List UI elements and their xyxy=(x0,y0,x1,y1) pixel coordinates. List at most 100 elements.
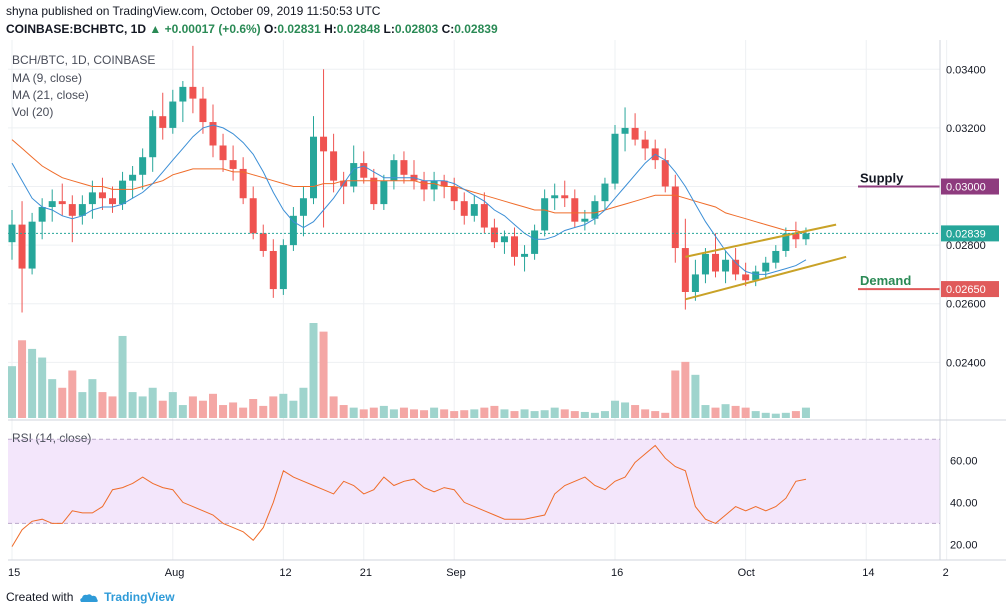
symbol: COINBASE:BCHBTC, 1D xyxy=(6,22,147,36)
volume-bar xyxy=(470,409,479,418)
volume-bar xyxy=(329,396,338,418)
volume-bar xyxy=(480,407,489,418)
rsi-tick-label: 20.00 xyxy=(950,539,978,551)
high-label: H: xyxy=(324,22,337,36)
volume-bar xyxy=(78,392,87,418)
y-tick-label: 0.02400 xyxy=(946,357,986,369)
volume-bar xyxy=(801,407,810,418)
volume-bar xyxy=(309,323,318,418)
ma9-line xyxy=(11,124,807,275)
volume-bar xyxy=(8,366,16,418)
volume-bar xyxy=(450,411,459,418)
candle-body xyxy=(531,230,539,254)
candle-body xyxy=(48,201,56,208)
volume-bar xyxy=(651,411,660,418)
candle-body xyxy=(109,198,116,205)
candle-body xyxy=(521,253,529,257)
candle-body xyxy=(380,180,388,205)
candle-body xyxy=(199,98,207,123)
demand-value-bg xyxy=(941,281,999,298)
low-label: L: xyxy=(383,22,395,36)
volume-bar xyxy=(289,400,298,418)
axes xyxy=(8,40,1006,561)
candle-body xyxy=(671,186,679,249)
candles xyxy=(8,45,810,313)
candle-body xyxy=(691,274,699,292)
candle-body xyxy=(571,198,579,222)
candle-body xyxy=(68,204,76,216)
candle-body xyxy=(390,160,398,181)
x-tick-label: 14 xyxy=(862,567,874,579)
candle-body xyxy=(742,274,750,281)
y-tick-label: 0.03400 xyxy=(946,64,986,76)
close-value: 0.02839 xyxy=(454,22,498,36)
volume-bar xyxy=(198,400,207,418)
candle-body xyxy=(370,177,378,205)
candle-body xyxy=(98,192,106,199)
candle-body xyxy=(581,218,589,222)
volume-bar xyxy=(791,411,800,418)
volume-bar xyxy=(771,413,780,418)
volume-bar xyxy=(490,405,499,418)
candle-body xyxy=(179,86,187,102)
candle-body xyxy=(641,139,649,149)
volume-bar xyxy=(631,405,640,418)
channel-lower-line xyxy=(685,255,847,301)
volume-bar xyxy=(440,409,449,418)
footer-created: Created with xyxy=(6,590,74,604)
last-price-value-bg xyxy=(941,225,999,242)
supply-value-bg xyxy=(941,178,999,195)
candle-body xyxy=(792,233,800,240)
demand-label: Demand xyxy=(860,273,911,288)
candle-body xyxy=(712,253,719,272)
candle-body xyxy=(601,183,609,202)
volume-bar xyxy=(580,411,589,418)
y-tick-label: 0.02600 xyxy=(946,299,986,311)
volume-bar xyxy=(410,409,418,418)
rsi-tick-label: 40.00 xyxy=(950,497,978,509)
volume-bar xyxy=(641,409,650,418)
candle-body xyxy=(259,233,267,251)
footer-brand[interactable]: TradingView xyxy=(104,590,175,604)
channel-upper-line xyxy=(685,223,837,258)
volume-bar xyxy=(118,335,127,418)
volume-bar xyxy=(239,407,248,418)
volume-bar xyxy=(510,411,519,418)
legend-ma21: MA (21, close) xyxy=(12,88,89,102)
candle-body xyxy=(209,122,217,146)
candle-body xyxy=(38,207,46,222)
volume-bar xyxy=(379,405,388,418)
volume-bar xyxy=(349,407,358,418)
candle-body xyxy=(28,221,36,269)
candle-body xyxy=(129,174,137,181)
candle-body xyxy=(219,145,227,161)
candle-body xyxy=(350,163,358,187)
volume-bar xyxy=(600,411,609,418)
volume-bar xyxy=(661,412,670,418)
candle-body xyxy=(511,236,518,257)
supply-value: 0.03000 xyxy=(946,182,986,194)
volume-bar xyxy=(168,392,177,418)
volume-bar xyxy=(229,402,238,418)
volume-bar xyxy=(731,405,740,418)
y-tick-label: 0.03200 xyxy=(946,123,986,135)
volume-bar xyxy=(701,405,710,418)
candle-body xyxy=(631,127,639,140)
candle-body xyxy=(772,250,780,263)
candle-body xyxy=(249,198,257,234)
candle-body xyxy=(802,233,810,240)
candle-body xyxy=(58,201,66,205)
volume-bar xyxy=(188,396,197,418)
volume-bar xyxy=(781,412,790,418)
price-chart[interactable]: 0.02400 0.02600 0.02800 0.03000 0.03200 0.034… xyxy=(0,40,1006,585)
x-tick-label: 2 xyxy=(943,567,949,579)
volume-bar xyxy=(621,402,630,418)
volume-bar xyxy=(28,348,37,418)
last-price-value: 0.02839 xyxy=(946,228,986,240)
volume-bar xyxy=(249,399,258,418)
open-label: O: xyxy=(264,22,278,36)
volume-bar xyxy=(590,412,599,418)
volume-bar xyxy=(299,387,308,418)
candle-body xyxy=(701,253,709,275)
candle-body xyxy=(490,227,498,243)
